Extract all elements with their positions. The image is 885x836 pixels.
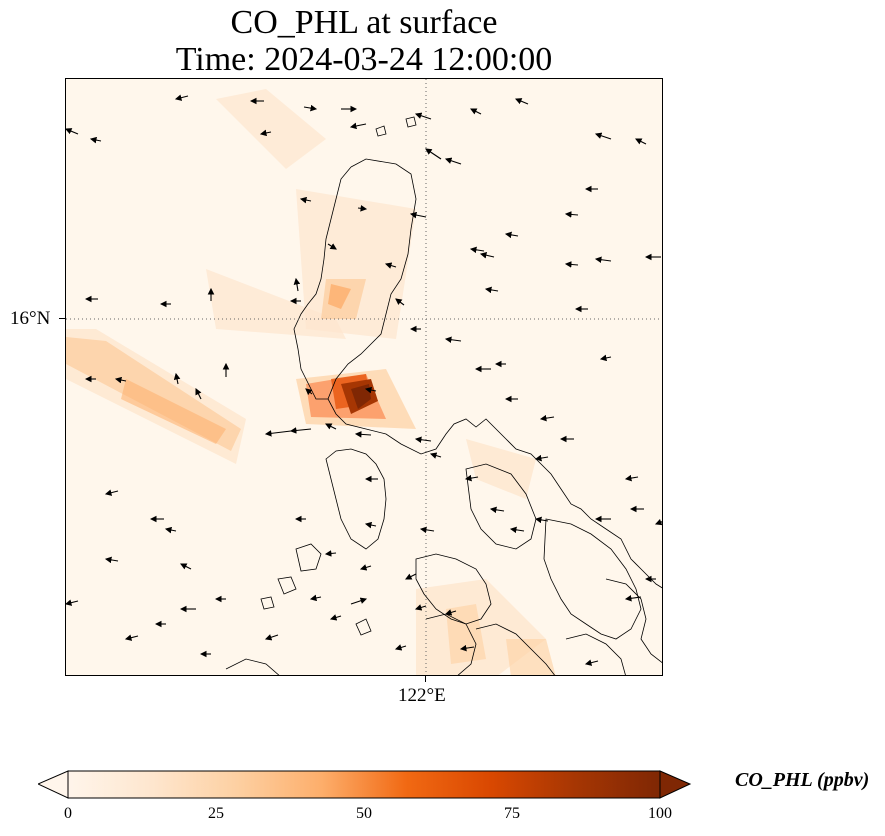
wind-arrow <box>173 372 181 385</box>
map-title: CO_PHL at surface <box>230 4 498 41</box>
concentration-field <box>66 89 556 675</box>
wind-arrow <box>350 597 368 605</box>
wind-arrow <box>104 556 119 564</box>
wind-arrow <box>357 205 368 212</box>
wind-arrow <box>327 243 337 250</box>
colorbar-tick-label: 0 <box>64 805 72 822</box>
colorbar-tick-label: 100 <box>648 805 672 822</box>
wind-arrow <box>195 388 202 400</box>
wind-arrow <box>584 659 599 666</box>
wind-arrow <box>293 277 301 292</box>
wind-arrow <box>429 452 442 459</box>
wind-arrow <box>624 595 642 602</box>
wind-arrow <box>364 386 377 394</box>
colorbar <box>38 770 692 799</box>
wind-arrow <box>114 376 127 384</box>
wind-arrow <box>124 634 139 641</box>
wind-arrow <box>564 261 579 268</box>
wind-arrow <box>264 430 292 437</box>
wind-arrow <box>509 526 525 534</box>
wind-arrow <box>259 129 272 137</box>
wind-arrow <box>594 256 612 263</box>
lon-tick <box>425 676 426 682</box>
wind-arrow <box>405 573 417 580</box>
wind-arrow <box>599 354 612 362</box>
lat-tick-label: 16°N <box>10 308 51 329</box>
lat-tick <box>59 318 65 319</box>
wind-arrow <box>309 594 322 602</box>
colorbar-title: CO_PHL (ppbv) <box>735 769 870 791</box>
colorbar-tick-label: 25 <box>208 805 224 822</box>
wind-arrow <box>364 521 377 529</box>
wind-arrow <box>324 550 337 557</box>
wind-arrow <box>289 427 312 434</box>
wind-arrow <box>624 474 639 482</box>
wind-arrow <box>66 128 79 135</box>
wind-arrow <box>539 414 555 422</box>
coastline <box>225 116 662 675</box>
wind-arrow <box>325 423 337 430</box>
wind-vectors <box>66 94 662 666</box>
wind-arrow <box>66 599 79 606</box>
wind-arrow <box>425 148 442 160</box>
wind-arrow <box>89 136 102 144</box>
wind-arrow <box>329 614 342 621</box>
colorbar-tick-label: 75 <box>504 805 520 822</box>
wind-arrow <box>635 138 647 145</box>
wind-arrow <box>464 474 479 482</box>
map-canvas <box>66 79 662 675</box>
wind-arrow <box>479 252 495 259</box>
wind-arrow <box>469 246 485 254</box>
wind-arrow <box>414 436 432 443</box>
wind-arrow <box>359 564 372 571</box>
wind-arrow <box>305 388 313 396</box>
map-panel <box>65 78 663 676</box>
wind-arrow <box>164 526 177 534</box>
wind-arrow <box>534 454 549 462</box>
wind-arrow <box>654 518 662 526</box>
wind-arrow <box>174 94 189 101</box>
wind-arrow <box>394 644 407 651</box>
wind-arrow <box>299 196 312 204</box>
wind-arrow <box>504 231 519 239</box>
wind-arrow <box>303 104 318 112</box>
wind-arrow <box>354 431 372 438</box>
wind-arrow <box>419 526 435 534</box>
colorbar-tick-label: 50 <box>356 805 372 822</box>
wind-arrow <box>414 112 432 120</box>
wind-arrow <box>180 563 192 570</box>
colorbar-bar <box>67 770 661 799</box>
colorbar-extend-high <box>659 770 692 799</box>
wind-arrow <box>104 489 119 496</box>
wind-arrow <box>384 262 397 269</box>
map-time: Time: 2024-03-24 12:00:00 <box>175 41 553 78</box>
wind-arrow <box>264 634 279 641</box>
lon-tick-label: 122°E <box>398 685 446 706</box>
wind-arrow <box>594 132 612 140</box>
wind-arrow <box>409 211 427 219</box>
wind-arrow <box>414 604 427 611</box>
colorbar-extend-low <box>38 770 69 799</box>
wind-arrow <box>444 609 457 616</box>
wind-arrow <box>444 336 462 343</box>
wind-arrow <box>444 157 462 165</box>
wind-arrow <box>484 286 499 294</box>
wind-arrow <box>564 211 579 218</box>
wind-arrow <box>534 516 549 524</box>
wind-arrow <box>459 644 475 652</box>
wind-arrow <box>395 298 405 306</box>
wind-arrow <box>514 98 529 105</box>
wind-arrow <box>349 122 367 130</box>
wind-arrow <box>489 506 505 514</box>
wind-arrow <box>470 108 482 115</box>
